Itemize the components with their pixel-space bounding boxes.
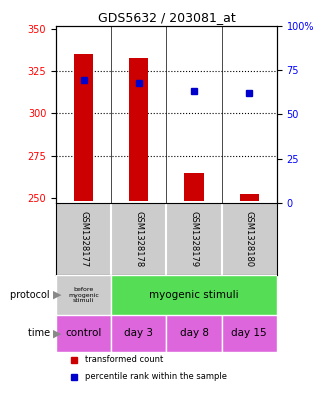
Title: GDS5632 / 203081_at: GDS5632 / 203081_at xyxy=(98,11,235,24)
Text: ▶: ▶ xyxy=(53,329,61,338)
Text: before
myogenic
stimuli: before myogenic stimuli xyxy=(68,287,99,303)
Text: ▶: ▶ xyxy=(53,290,61,300)
Bar xyxy=(222,315,277,352)
Bar xyxy=(111,275,277,315)
Bar xyxy=(56,275,111,315)
Text: transformed count: transformed count xyxy=(85,355,163,364)
Text: day 8: day 8 xyxy=(180,329,209,338)
Bar xyxy=(56,315,111,352)
Bar xyxy=(184,173,204,201)
Text: protocol: protocol xyxy=(10,290,53,300)
Bar xyxy=(129,58,148,201)
Bar xyxy=(166,315,222,352)
Text: time: time xyxy=(28,329,53,338)
Bar xyxy=(240,195,259,201)
Text: control: control xyxy=(65,329,102,338)
Text: percentile rank within the sample: percentile rank within the sample xyxy=(85,372,227,381)
Text: GSM1328180: GSM1328180 xyxy=(245,211,254,267)
Text: GSM1328179: GSM1328179 xyxy=(189,211,198,267)
Text: GSM1328177: GSM1328177 xyxy=(79,211,88,267)
Text: myogenic stimuli: myogenic stimuli xyxy=(149,290,239,300)
Text: GSM1328178: GSM1328178 xyxy=(134,211,143,267)
Bar xyxy=(111,315,166,352)
Text: day 15: day 15 xyxy=(231,329,267,338)
Text: day 3: day 3 xyxy=(124,329,153,338)
Bar xyxy=(74,54,93,201)
